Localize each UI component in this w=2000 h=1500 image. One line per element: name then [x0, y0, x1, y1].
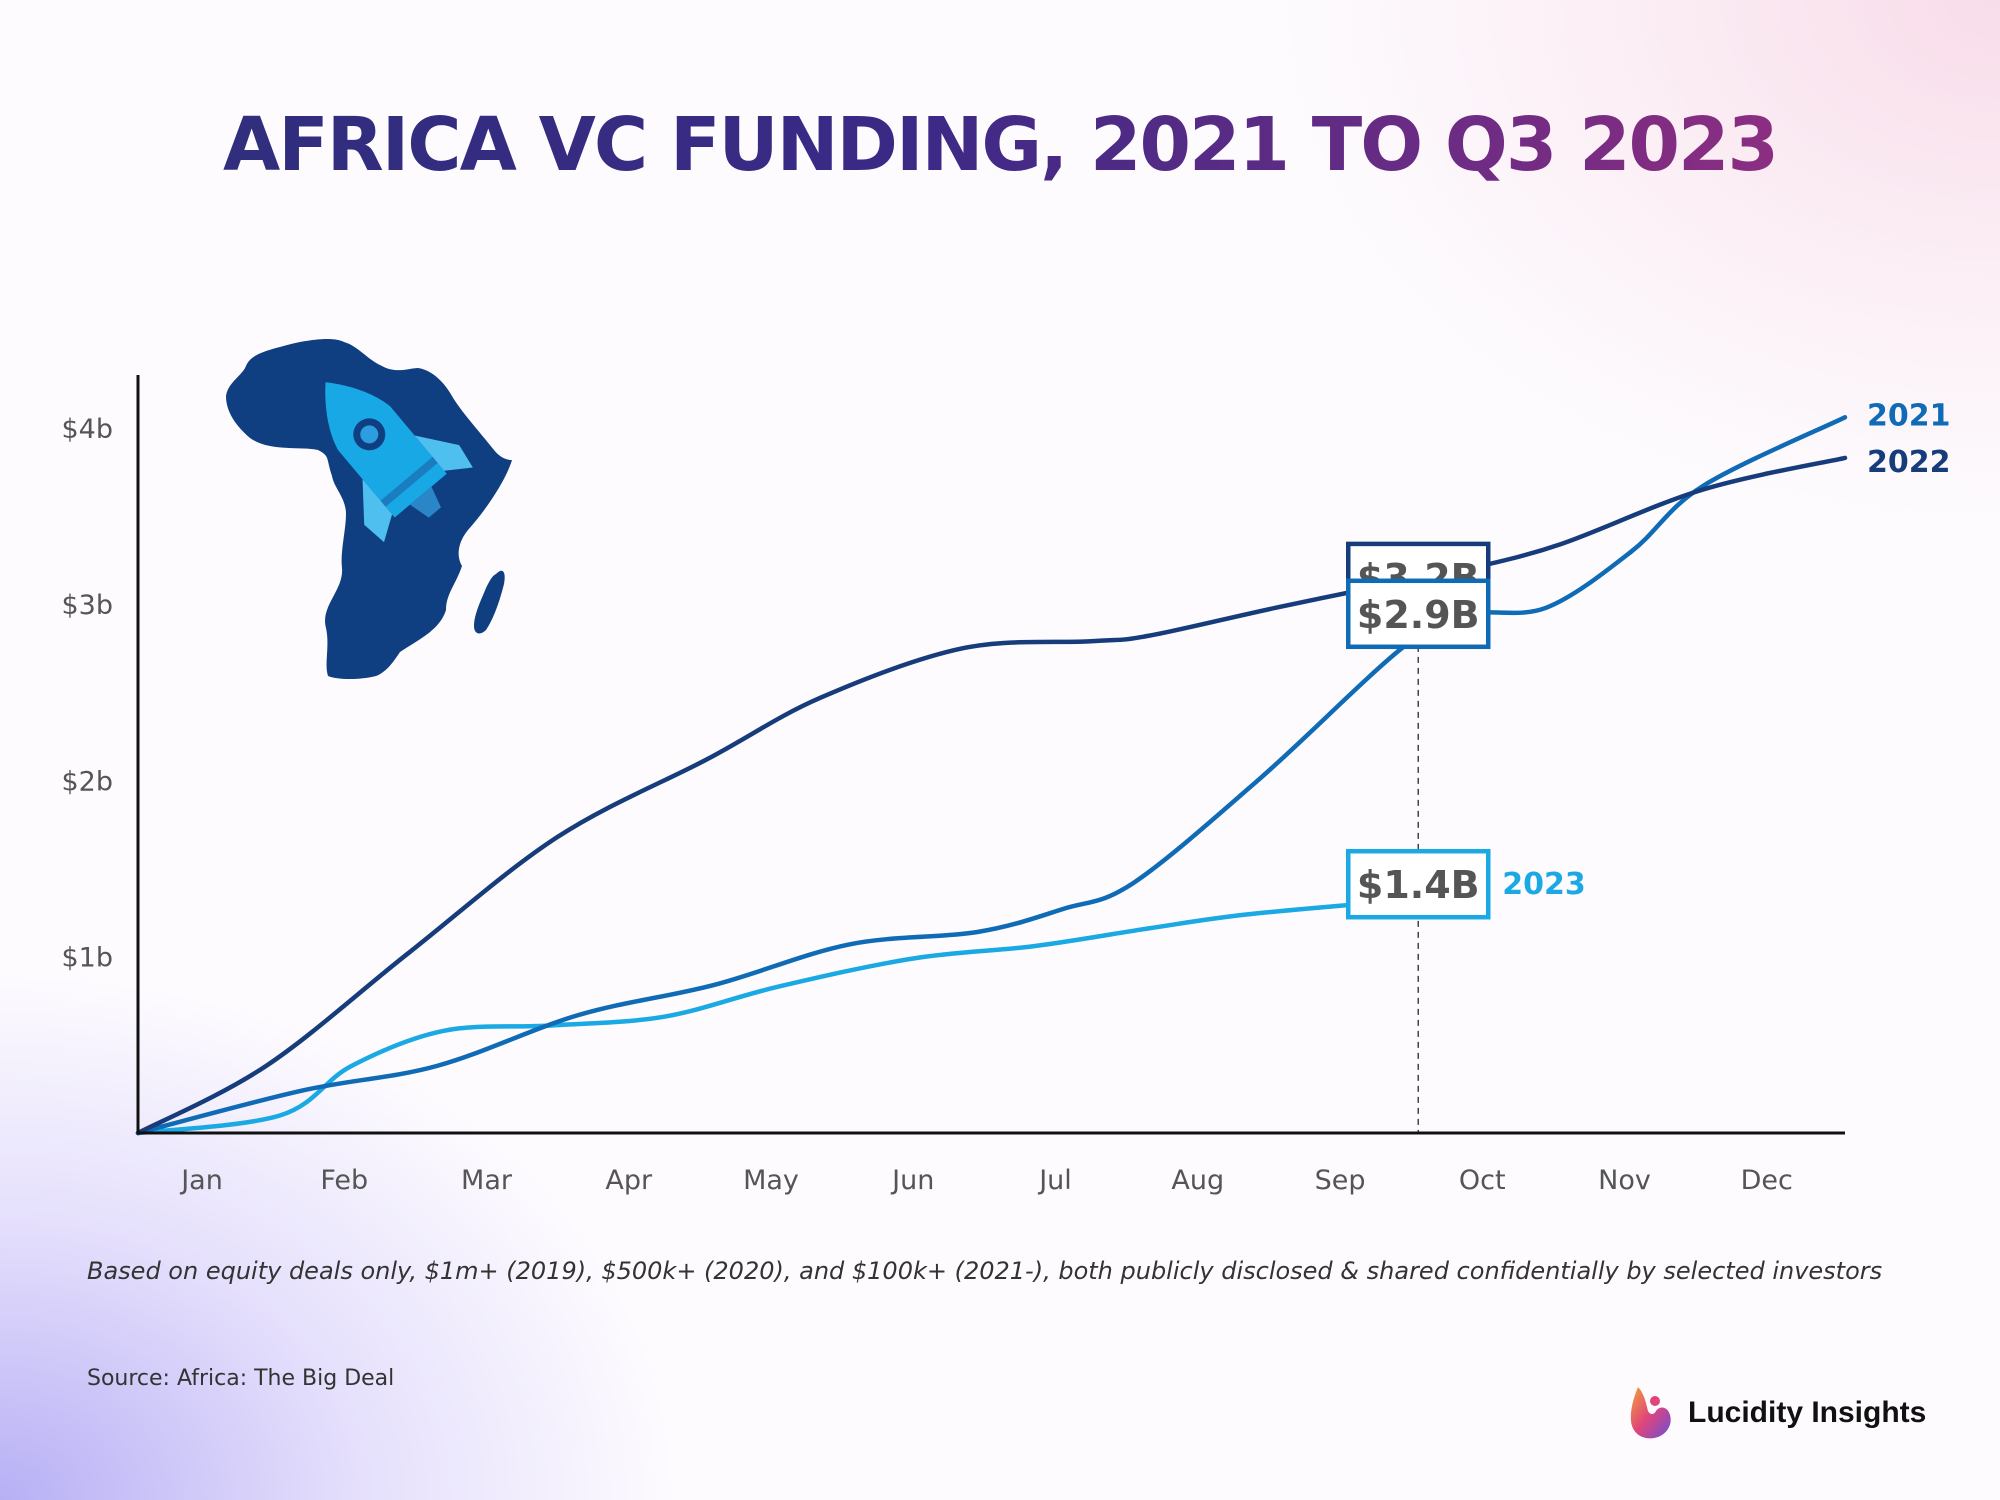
y-tick-label: $4b: [62, 414, 114, 445]
x-tick-label: Feb: [320, 1165, 368, 1196]
methodology-footnote: Based on equity deals only, $1m+ (2019),…: [87, 1257, 1883, 1285]
rocket-icon: [325, 382, 473, 543]
series-end-label-2022: 2022: [1867, 445, 1951, 480]
lucidity-logo-icon: [1630, 1387, 1671, 1439]
callout-value: $2.9B: [1357, 593, 1480, 637]
x-tick-label: Oct: [1459, 1165, 1506, 1196]
x-tick-label: Jul: [1037, 1165, 1072, 1196]
chart-title: AFRICA VC FUNDING, 2021 TO Q3 2023: [0, 108, 2000, 182]
series-line-2021: [135, 415, 1848, 1136]
y-tick-label: $2b: [62, 766, 114, 797]
callout-2021: $2.9B: [1346, 578, 1491, 650]
callout-box: [1346, 848, 1491, 920]
source-note: Source: Africa: The Big Deal: [87, 1366, 395, 1391]
series-end-label-2023: 2023: [1502, 867, 1586, 902]
x-tick-label: Sep: [1315, 1165, 1366, 1196]
x-tick-label: Apr: [605, 1165, 653, 1196]
x-tick-label: Jun: [890, 1165, 934, 1196]
x-tick-label: Mar: [461, 1165, 513, 1196]
x-tick-label: Jan: [179, 1165, 223, 1196]
series-end-label-2021: 2021: [1867, 398, 1951, 433]
callout-2023: $1.4B: [1346, 848, 1491, 920]
africa-rocket-illustration: [226, 339, 512, 679]
y-tick-label: $1b: [62, 943, 114, 974]
x-tick-label: May: [743, 1165, 799, 1196]
brand-name: Lucidity Insights: [1688, 1396, 1927, 1429]
series-line-2022: [135, 455, 1848, 1136]
callout-box: [1346, 578, 1491, 650]
callout-value: $1.4B: [1357, 863, 1480, 907]
x-tick-label: Aug: [1171, 1165, 1224, 1196]
x-tick-label: Nov: [1598, 1165, 1651, 1196]
y-tick-label: $3b: [62, 590, 114, 621]
x-tick-label: Dec: [1741, 1165, 1793, 1196]
series-line-2023: [135, 898, 1407, 1136]
brand-logo: Lucidity Insights: [1628, 1385, 1926, 1441]
